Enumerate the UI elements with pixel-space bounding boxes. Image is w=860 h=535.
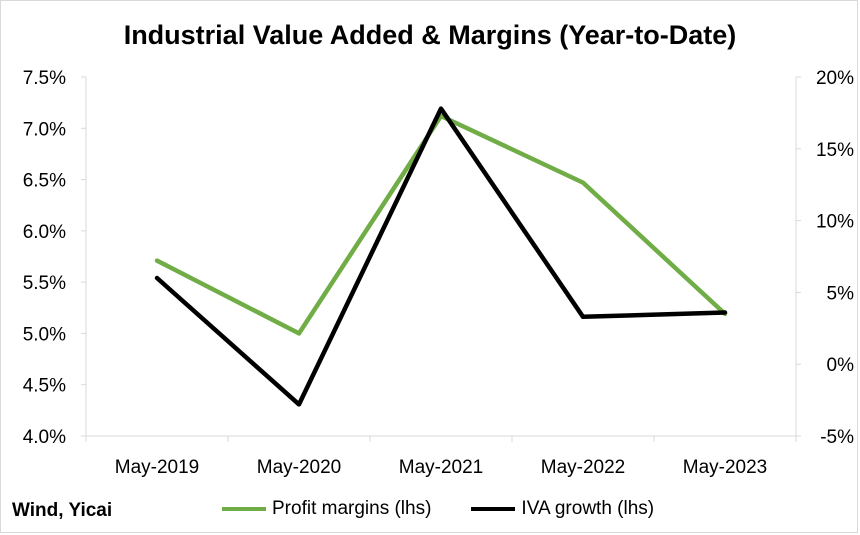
series-lines	[154, 106, 728, 407]
series-line-profit-margins	[154, 113, 728, 336]
left-tick-label: 6.0%	[23, 222, 66, 243]
right-tick-label: 5%	[827, 283, 855, 304]
left-tick-label: 7.0%	[23, 119, 66, 140]
legend-label-profit-margins: Profit margins (lhs)	[272, 498, 432, 519]
x-tick-label: May-2020	[257, 457, 342, 478]
left-tick-label: 4.0%	[23, 427, 66, 448]
left-tick-label: 5.5%	[23, 273, 66, 294]
left-tick-label: 4.5%	[23, 376, 66, 397]
x-tick-label: May-2021	[399, 457, 484, 478]
right-tick-label: 15%	[816, 140, 854, 161]
left-tick-label: 7.5%	[23, 68, 66, 89]
series-line-iva-growth	[154, 106, 728, 407]
legend: Profit margins (lhs) IVA growth (lhs)	[222, 498, 694, 520]
tick-labels: 4.0% 4.5% 5.0% 5.5% 6.0% 6.5% 7.0% 7.5% -5% 0% 5% 1…	[23, 68, 854, 478]
right-tick-label: 20%	[816, 68, 854, 89]
right-tick-label: 0%	[827, 355, 855, 376]
left-tick-label: 5.0%	[23, 324, 66, 345]
x-tick-label: May-2022	[541, 457, 626, 478]
x-tick-label: May-2019	[115, 457, 200, 478]
legend-swatch-iva-growth	[471, 507, 516, 511]
left-tick-label: 6.5%	[23, 171, 66, 192]
source-note: Wind, Yicai	[12, 500, 113, 521]
chart-title: Industrial Value Added & Margins (Year-t…	[123, 20, 737, 50]
right-tick-label: -5%	[820, 427, 854, 448]
x-tick-label: May-2023	[683, 457, 768, 478]
right-tick-label: 10%	[816, 212, 854, 233]
legend-item-iva-growth: IVA growth (lhs)	[471, 498, 654, 520]
legend-label-iva-growth: IVA growth (lhs)	[521, 498, 655, 519]
axes	[81, 76, 801, 442]
legend-item-profit-margins: Profit margins (lhs)	[222, 498, 431, 520]
legend-swatch-profit-margins	[222, 507, 266, 511]
